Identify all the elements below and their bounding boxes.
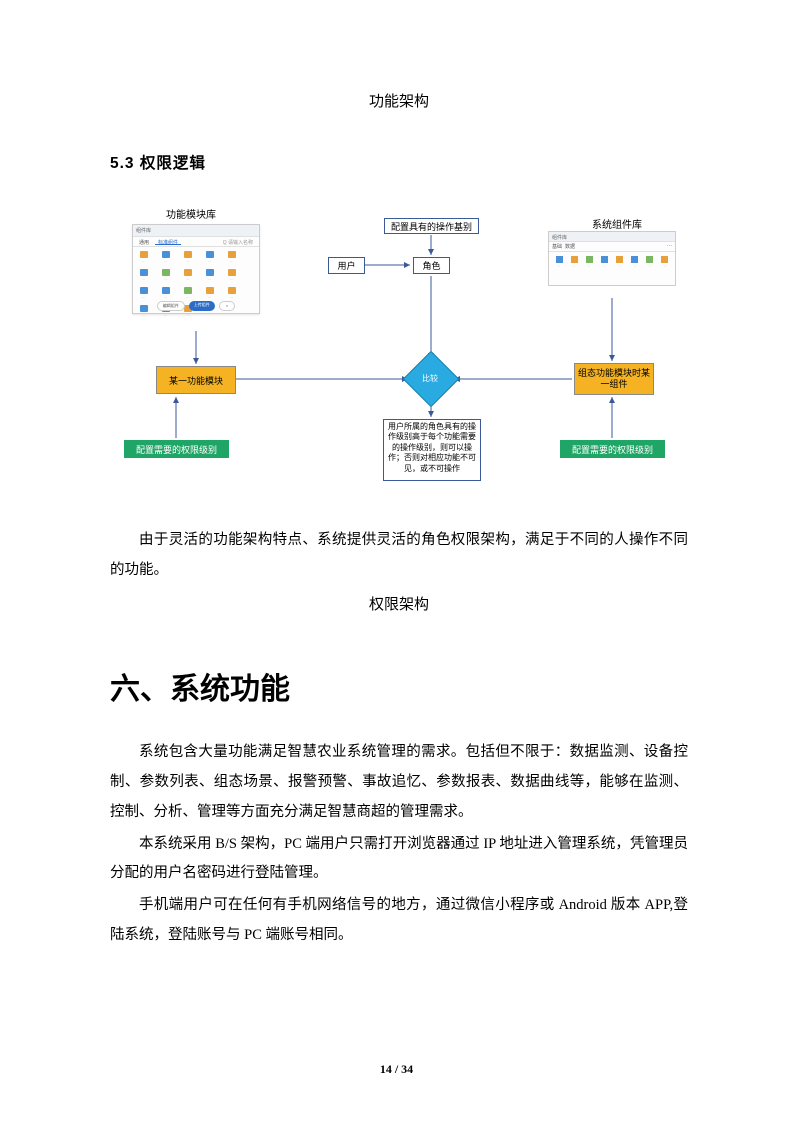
mock-module-icon: ··· bbox=[225, 251, 238, 263]
mock-module-icon: ··· bbox=[137, 269, 150, 281]
mock-module-icon: ··· bbox=[225, 287, 238, 299]
node-user: 用户 bbox=[328, 257, 365, 274]
mock-component-icon: ·· bbox=[600, 256, 608, 268]
mock-component-icon: ·· bbox=[646, 256, 654, 268]
caption-functional-arch: 功能架构 bbox=[110, 90, 688, 111]
mock-module-icon: ··· bbox=[203, 251, 216, 263]
mock-module-icon: ··· bbox=[181, 251, 194, 263]
heading-6-system-function: 六、系统功能 bbox=[110, 664, 688, 708]
mock-component-icon: ·· bbox=[570, 256, 578, 268]
mock-module-icon: ··· bbox=[203, 269, 216, 281]
mock-component-icon: ·· bbox=[616, 256, 624, 268]
page-number: 14 / 34 bbox=[0, 1062, 793, 1077]
node-role: 角色 bbox=[413, 257, 450, 274]
para-mobile: 手机端用户可在任何有手机网络信号的地方，通过微信小程序或 Android 版本 … bbox=[110, 891, 688, 950]
mock-module-icon: ··· bbox=[159, 287, 172, 299]
node-module: 某一功能模块 bbox=[156, 366, 236, 394]
mock-module-icon: ··· bbox=[181, 269, 194, 281]
mock-module-icon: ··· bbox=[137, 251, 150, 263]
mock-component-icon: ·· bbox=[555, 256, 563, 268]
para-functions: 系统包含大量功能满足智慧农业系统管理的需求。包括但不限于：数据监测、设备控制、参… bbox=[110, 738, 688, 827]
permission-logic-diagram: 功能模块库 组件库 通用标准组件 Q 请输入名称 ···············… bbox=[114, 201, 684, 496]
label-sys-lib: 系统组件库 bbox=[592, 216, 642, 231]
caption-permission-arch: 权限架构 bbox=[110, 593, 688, 614]
mock-module-icon: ··· bbox=[181, 287, 194, 299]
mock-module-icon: ··· bbox=[159, 269, 172, 281]
mock-component-icon: ·· bbox=[585, 256, 593, 268]
node-component: 组态功能模块时某一组件 bbox=[574, 363, 654, 395]
para-bs-arch: 本系统采用 B/S 架构，PC 端用户只需打开浏览器通过 IP 地址进入管理系统… bbox=[110, 830, 688, 889]
mock-ui-module-library: 组件库 通用标准组件 Q 请输入名称 ·····················… bbox=[132, 224, 260, 314]
mock-module-icon: ··· bbox=[203, 287, 216, 299]
mock-module-icon: ··· bbox=[159, 251, 172, 263]
label-module-lib: 功能模块库 bbox=[166, 206, 216, 221]
mock-ui-system-library: 组件库 基础数据··· ················ bbox=[548, 231, 676, 286]
mock-component-icon: ·· bbox=[661, 256, 669, 268]
heading-5-3: 5.3 权限逻辑 bbox=[110, 151, 688, 173]
node-compare-diamond: 比较 bbox=[403, 351, 460, 408]
node-description: 用户所属的角色具有的操作级别高于每个功能需要的操作级别，则可以操作；否则对相应功… bbox=[383, 419, 481, 481]
para-flexible-arch: 由于灵活的功能架构特点、系统提供灵活的角色权限架构，满足于不同的人操作不同的功能… bbox=[110, 526, 688, 585]
mock-component-icon: ·· bbox=[631, 256, 639, 268]
mock-module-icon: ··· bbox=[225, 269, 238, 281]
node-config-perm-left: 配置需要的权限级别 bbox=[124, 440, 229, 458]
node-config-op-level: 配置具有的操作基别 bbox=[384, 218, 479, 234]
mock-module-icon: ··· bbox=[137, 287, 150, 299]
node-config-perm-right: 配置需要的权限级别 bbox=[560, 440, 665, 458]
